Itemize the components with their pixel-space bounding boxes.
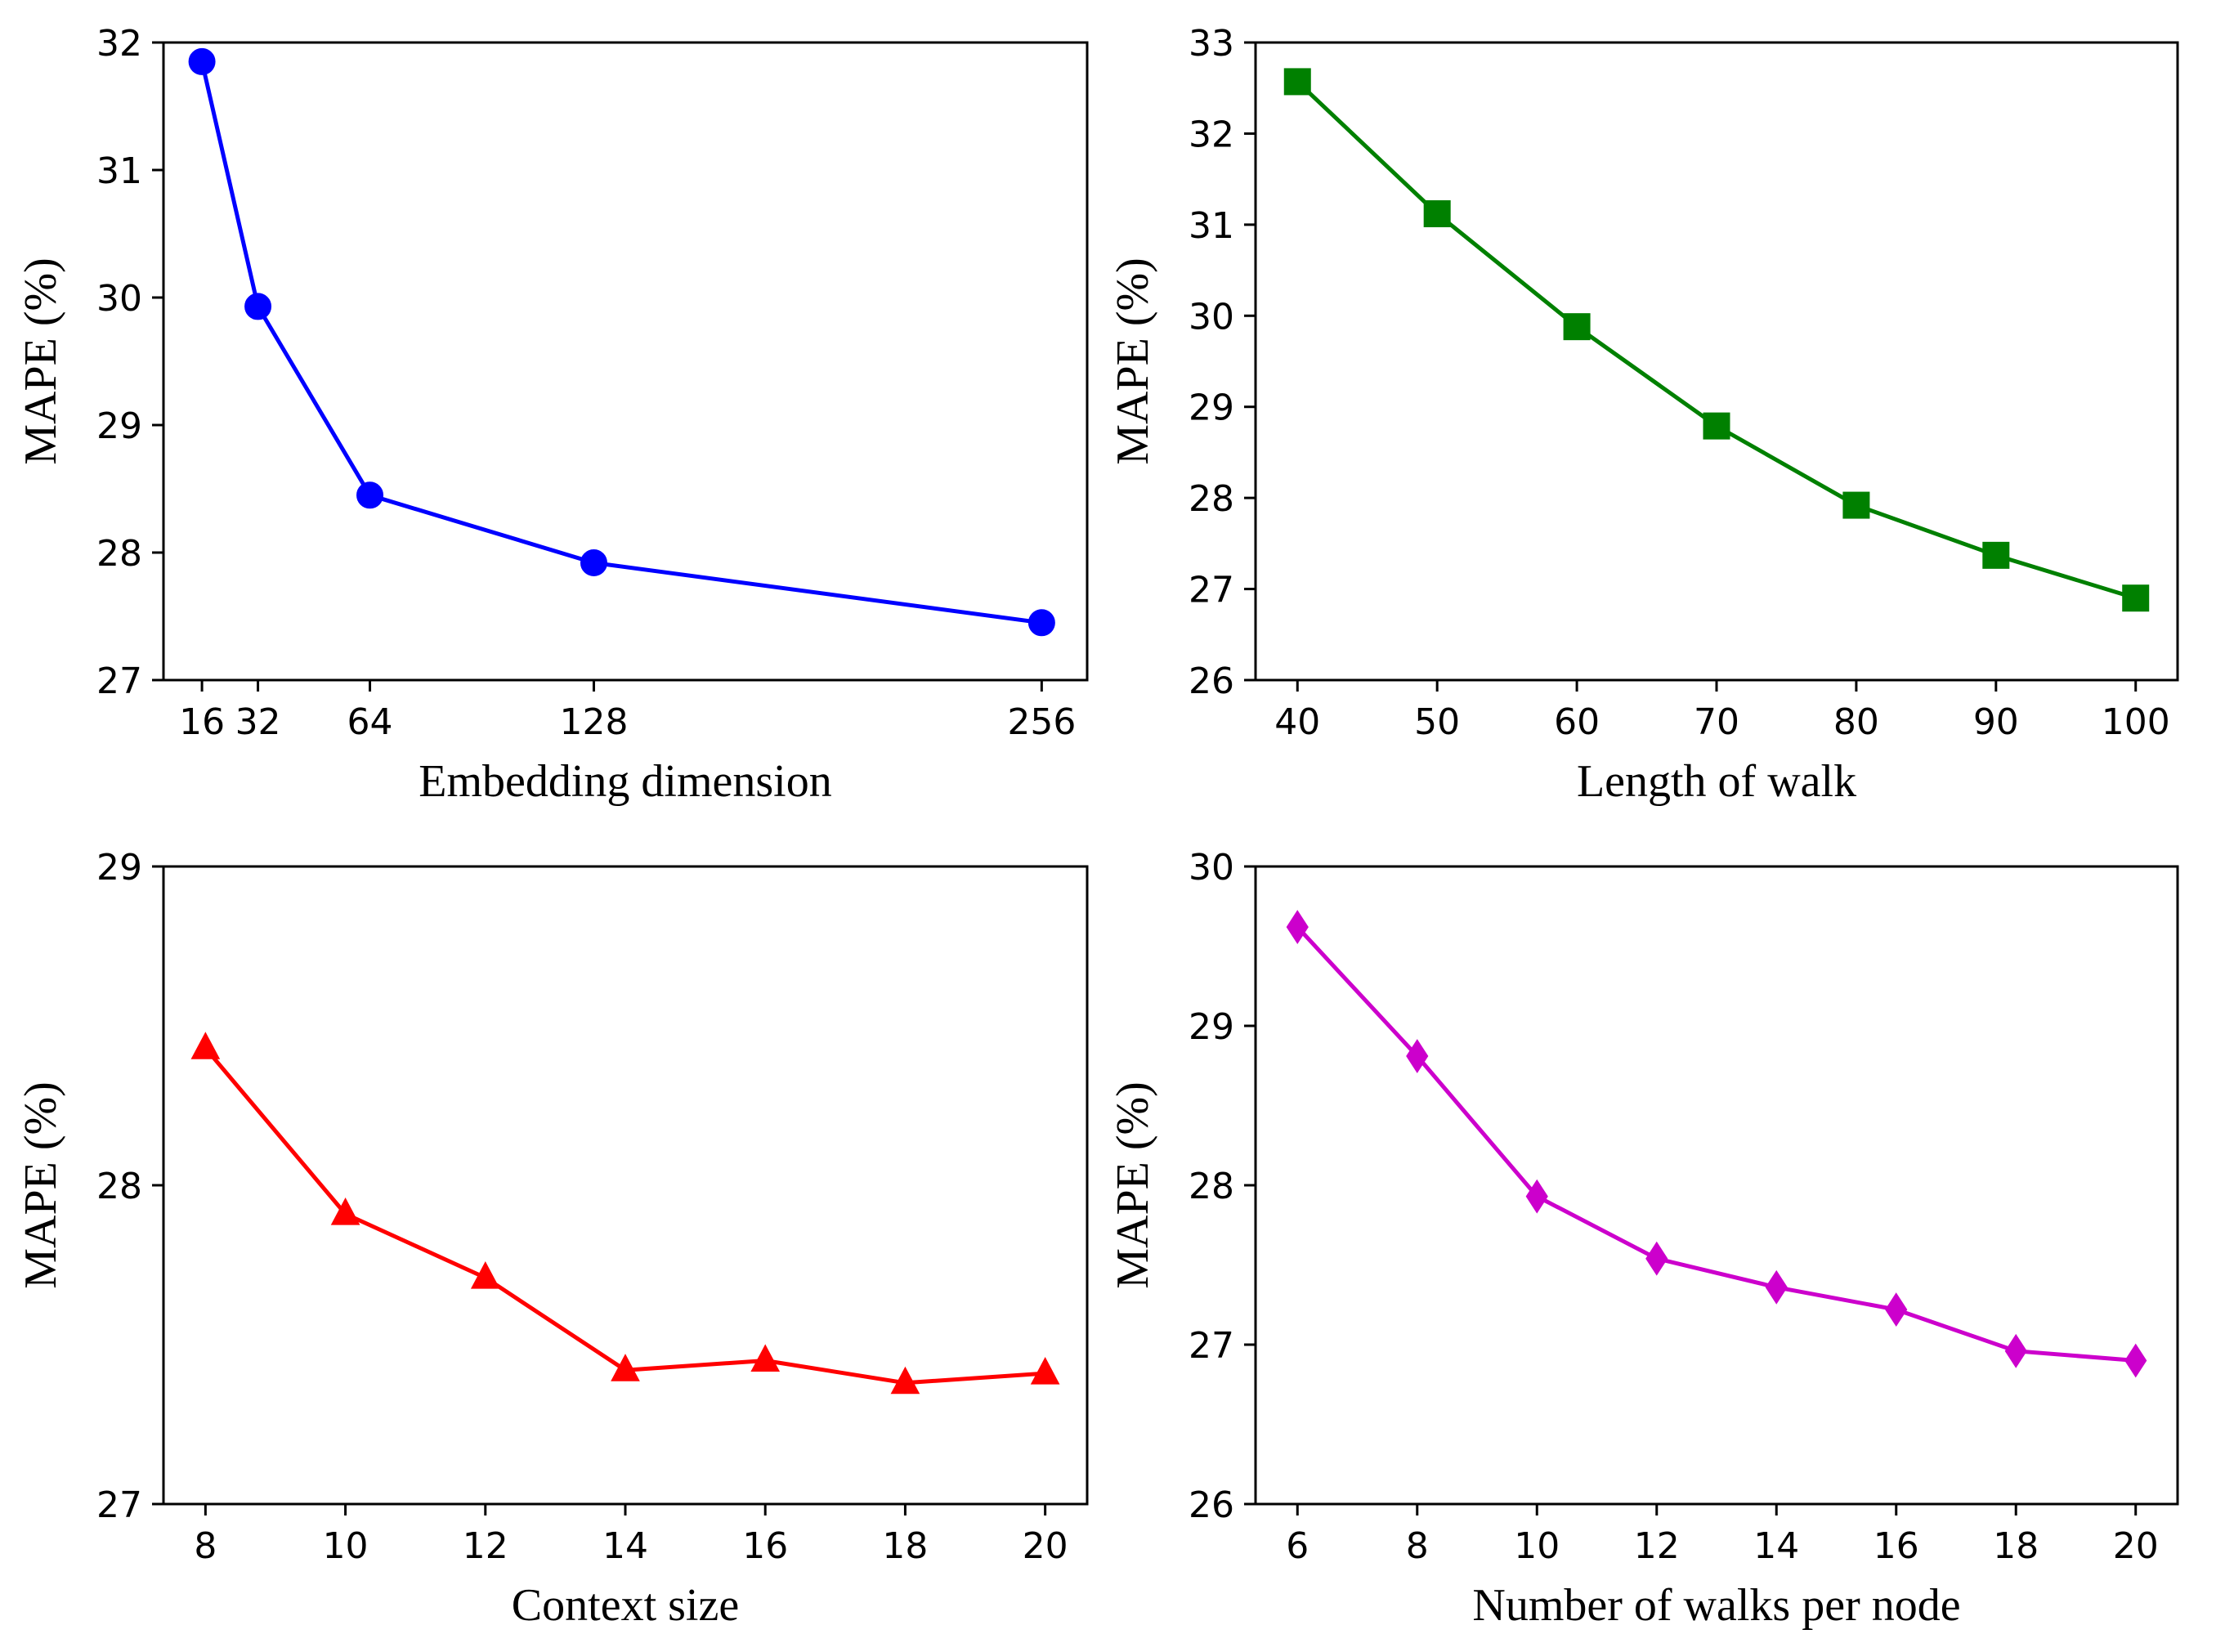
y-tick-label: 27 [1189, 1325, 1234, 1367]
data-point-square [1982, 541, 2010, 569]
chart-panel-3: 8 10 12 14 16 18 20 27 28 29 Context size MAPE (%) [16, 847, 1089, 1631]
data-point-triangle [330, 1198, 360, 1225]
x-tick-label: 18 [882, 1525, 928, 1567]
series-line [204, 1046, 1045, 1386]
data-point-circle [356, 481, 384, 509]
data-point-diamond [1525, 1179, 1548, 1214]
y-axis-label: MAPE (%) [1108, 257, 1158, 465]
y-tick-label: 29 [96, 847, 142, 889]
y-tick-label: 27 [96, 1484, 142, 1526]
data-point-circle [188, 47, 216, 75]
y-tick-label: 31 [1189, 205, 1234, 247]
data-point-diamond [1286, 910, 1309, 945]
x-tick-label: 6 [1286, 1525, 1309, 1567]
data-point-triangle [750, 1344, 781, 1372]
y-tick-label: 27 [1189, 570, 1234, 611]
data-point-triangle [890, 1366, 920, 1395]
x-tick-label: 64 [347, 701, 393, 743]
x-tick-label: 16 [742, 1525, 788, 1567]
data-point-triangle [190, 1032, 221, 1059]
x-tick-label: 16 [179, 701, 225, 743]
y-axis-label: MAPE (%) [16, 1081, 66, 1289]
y-tick-label: 26 [1189, 1484, 1234, 1526]
y-axis-label: MAPE (%) [16, 257, 66, 465]
x-tick-label: 32 [235, 701, 281, 743]
series-line [199, 60, 1042, 625]
x-tick-label: 90 [1973, 701, 2019, 743]
x-tick-label: 50 [1414, 701, 1460, 743]
x-tick-label: 40 [1274, 701, 1320, 743]
x-tick-label: 80 [1833, 701, 1879, 743]
y-tick-label: 28 [96, 533, 142, 575]
x-tick-label: 16 [1874, 1525, 1919, 1567]
x-axis-label: Context size [512, 1580, 739, 1631]
axes-frame [162, 41, 1089, 682]
series-line [1296, 925, 2136, 1363]
data-point-diamond [1765, 1269, 1788, 1305]
axes-frame [162, 865, 1089, 1506]
data-point-diamond [1645, 1241, 1668, 1276]
y-tick-label: 27 [96, 660, 142, 702]
data-point-square [2122, 584, 2150, 612]
data-point-circle [1027, 609, 1055, 637]
data-point-square [1423, 199, 1451, 227]
x-tick-label: 10 [1514, 1525, 1560, 1567]
data-point-diamond [2124, 1343, 2147, 1378]
y-tick-label: 29 [96, 405, 142, 447]
data-point-diamond [2004, 1333, 2027, 1368]
y-tick-label: 28 [1189, 1166, 1234, 1207]
y-tick-label: 28 [96, 1166, 142, 1207]
data-point-square [1842, 491, 1870, 519]
axes-frame [1254, 865, 2179, 1506]
data-point-circle [244, 293, 272, 320]
data-point-diamond [1885, 1292, 1908, 1327]
data-point-triangle [1030, 1357, 1060, 1385]
x-tick-label: 18 [1993, 1525, 2039, 1567]
x-tick-label: 10 [323, 1525, 369, 1567]
x-tick-label: 70 [1694, 701, 1739, 743]
x-axis-label: Embedding dimension [419, 756, 832, 807]
y-tick-label: 33 [1189, 23, 1234, 65]
y-tick-label: 30 [1189, 847, 1234, 889]
y-tick-label: 31 [96, 150, 142, 192]
y-tick-label: 30 [1189, 296, 1234, 338]
x-tick-label: 14 [602, 1525, 648, 1567]
x-tick-label: 256 [1007, 701, 1076, 743]
series-line [1296, 80, 2137, 601]
x-tick-label: 60 [1554, 701, 1600, 743]
data-point-triangle [470, 1261, 500, 1289]
data-point-circle [580, 548, 607, 576]
data-point-triangle [611, 1354, 640, 1381]
data-point-square [1703, 412, 1730, 440]
chart-panel-2: 40 50 60 70 80 90 100 26 27 28 29 30 31 32 33 Length of… [1108, 23, 2179, 807]
axes-frame [1254, 41, 2179, 682]
y-tick-label: 32 [96, 23, 142, 65]
data-point-square [1283, 68, 1311, 96]
y-tick-label: 26 [1189, 660, 1234, 702]
x-tick-label: 20 [1023, 1525, 1068, 1567]
x-tick-label: 20 [2113, 1525, 2159, 1567]
y-tick-label: 29 [1189, 387, 1234, 429]
x-tick-label: 100 [2102, 701, 2170, 743]
y-axis-label: MAPE (%) [1108, 1081, 1158, 1289]
x-tick-label: 8 [1406, 1525, 1429, 1567]
y-tick-label: 32 [1189, 114, 1234, 155]
x-axis-label: Number of walks per node [1472, 1580, 1960, 1631]
x-axis-label: Length of walk [1577, 756, 1856, 807]
y-tick-label: 28 [1189, 478, 1234, 520]
x-tick-label: 8 [194, 1525, 217, 1567]
data-point-diamond [1406, 1039, 1429, 1073]
y-tick-label: 30 [96, 278, 142, 320]
x-tick-label: 12 [1634, 1525, 1680, 1567]
y-tick-label: 29 [1189, 1006, 1234, 1048]
x-tick-label: 14 [1753, 1525, 1799, 1567]
x-tick-label: 12 [463, 1525, 508, 1567]
chart-panel-4: 6 8 10 12 14 16 18 20 26 27 28 29 30 Number of walks … [1108, 847, 2179, 1631]
data-point-square [1563, 313, 1591, 341]
x-tick-label: 128 [559, 701, 628, 743]
